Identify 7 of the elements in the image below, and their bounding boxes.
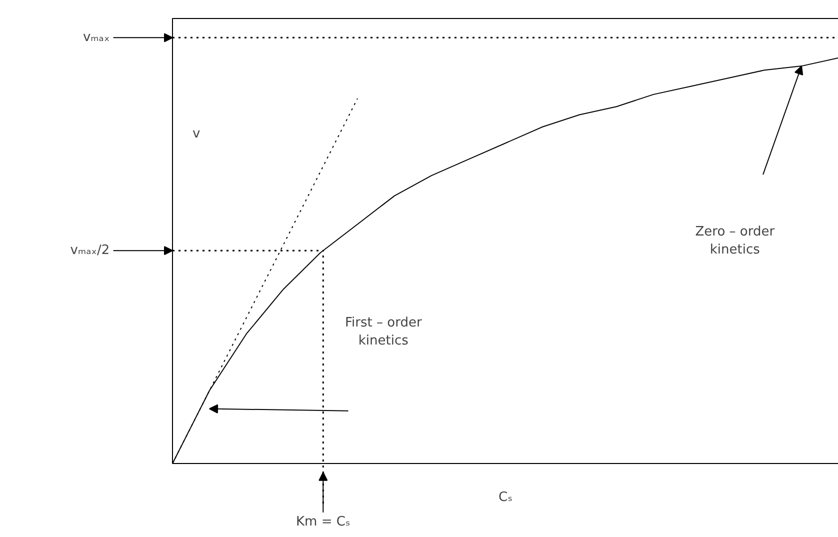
annotation: First – order kinetics <box>345 316 422 349</box>
ref-line-label: vₘₐₓ <box>82 30 110 46</box>
text: Km = Cₛ <box>296 514 350 530</box>
x-axis-title: Cₛ <box>498 490 513 506</box>
y-axis-title: v <box>192 126 200 142</box>
ref-line-label: vₘₐₓ/2 <box>70 243 110 258</box>
annotation: Zero – order kinetics <box>695 224 776 258</box>
